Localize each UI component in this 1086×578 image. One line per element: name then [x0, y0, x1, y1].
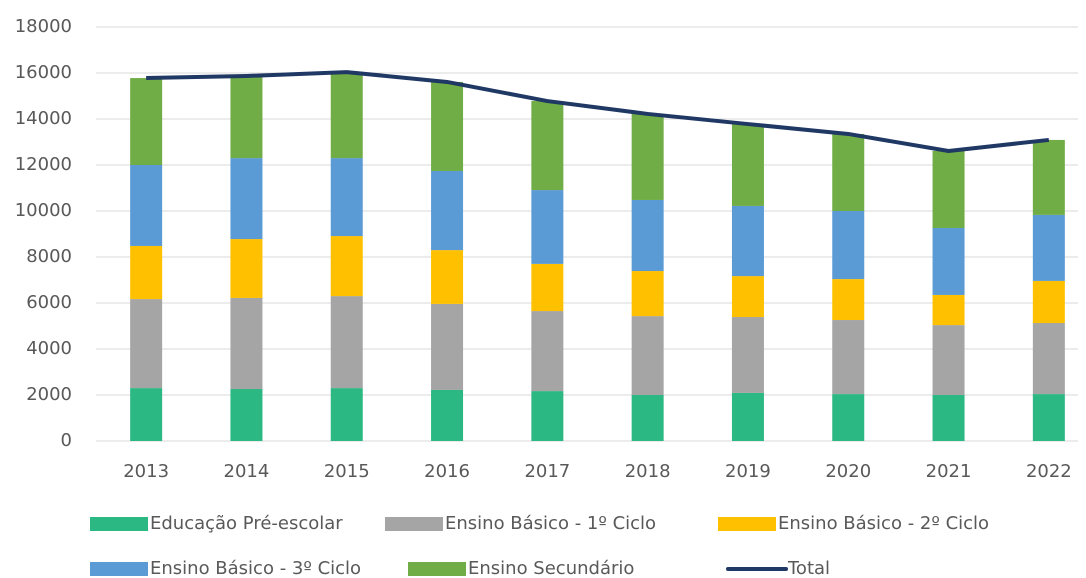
bar-segment — [932, 325, 965, 395]
legend-swatch — [90, 562, 148, 576]
bar-segment — [431, 170, 464, 251]
legend-label: Ensino Básico - 2º Ciclo — [778, 513, 989, 534]
legend-label: Ensino Secundário — [468, 558, 634, 578]
y-tick-label: 8000 — [26, 246, 72, 267]
x-tick-label: 2016 — [424, 461, 470, 482]
x-tick-label: 2013 — [123, 461, 169, 482]
x-tick-label: 2022 — [1026, 461, 1072, 482]
bar-segment — [932, 395, 965, 441]
bar-segment — [230, 239, 263, 298]
y-tick-label: 4000 — [26, 338, 72, 359]
bar-segment — [631, 316, 664, 395]
x-tick-label: 2018 — [625, 461, 671, 482]
legend-label: Ensino Básico - 1º Ciclo — [445, 513, 656, 534]
bar-segment — [832, 394, 865, 441]
bar-segment — [130, 299, 163, 389]
bar-segment — [130, 388, 163, 441]
x-tick-label: 2020 — [825, 461, 871, 482]
bar-segment — [932, 228, 965, 295]
bar-segment — [230, 297, 263, 390]
bar-segment — [731, 317, 764, 393]
bar-segment — [531, 263, 564, 312]
legend-swatch — [408, 562, 466, 576]
bar-segment — [531, 391, 564, 441]
bar-segment — [1032, 139, 1065, 215]
bar-segment — [1032, 394, 1065, 441]
legend-swatch — [718, 517, 776, 531]
bar-segment — [531, 101, 564, 191]
y-tick-label: 2000 — [26, 384, 72, 405]
bar-segment — [330, 296, 363, 389]
x-tick-label: 2019 — [725, 461, 771, 482]
x-tick-label: 2014 — [224, 461, 270, 482]
bar-segment — [431, 81, 464, 171]
legend-label: Educação Pré-escolar — [150, 513, 343, 534]
bar-segment — [932, 150, 965, 229]
bar-segment — [531, 311, 564, 392]
bar-segment — [731, 392, 764, 441]
bar-segment — [1032, 280, 1065, 324]
bar-segment — [631, 113, 664, 200]
y-tick-label: 6000 — [26, 292, 72, 313]
bar-segment — [731, 276, 764, 318]
bar-segment — [330, 158, 363, 237]
legend-swatch — [90, 517, 148, 531]
bar-segment — [932, 294, 965, 326]
bar-segment — [731, 205, 764, 277]
bar-segment — [1032, 214, 1065, 281]
bar-segment — [230, 389, 263, 441]
bar-segment — [832, 279, 865, 321]
bar-segment — [230, 75, 263, 159]
x-tick-label: 2017 — [524, 461, 570, 482]
y-tick-label: 16000 — [15, 62, 72, 83]
y-tick-label: 14000 — [15, 108, 72, 129]
total-line — [146, 70, 1050, 153]
x-tick-label: 2021 — [926, 461, 972, 482]
bar-segment — [230, 158, 263, 240]
bar-segment — [130, 245, 163, 300]
bar-segment — [330, 236, 363, 297]
y-tick-label: 0 — [61, 430, 72, 451]
bar-segment — [531, 190, 564, 264]
bar-segment — [431, 250, 464, 304]
bar-segment — [1032, 323, 1065, 395]
bar-segment — [130, 78, 163, 165]
bar-segment — [330, 388, 363, 441]
bar-segment — [832, 211, 865, 280]
bar-segment — [330, 72, 363, 159]
y-tick-label: 12000 — [15, 154, 72, 175]
y-tick-label: 18000 — [15, 16, 72, 37]
x-tick-label: 2015 — [324, 461, 370, 482]
y-tick-label: 10000 — [15, 200, 72, 221]
bar-segment — [631, 395, 664, 441]
bar-segment — [631, 271, 664, 317]
bar-segment — [731, 124, 764, 206]
bar-segment — [832, 133, 865, 211]
bar-segment — [832, 320, 865, 395]
legend-label: Total — [787, 558, 830, 578]
bar-segment — [431, 303, 464, 390]
bar-segment — [130, 165, 163, 246]
legend-swatch — [385, 517, 443, 531]
legend-label: Ensino Básico - 3º Ciclo — [150, 558, 361, 578]
bar-segment — [631, 199, 664, 272]
bar-segment — [431, 389, 464, 441]
